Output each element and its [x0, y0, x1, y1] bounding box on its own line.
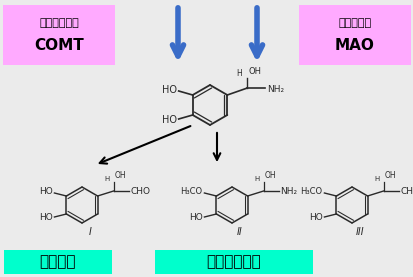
Text: I: I	[88, 227, 91, 237]
Text: H₃CO: H₃CO	[299, 188, 322, 196]
Text: HO: HO	[161, 115, 176, 125]
FancyBboxPatch shape	[3, 5, 115, 65]
Text: OH: OH	[384, 171, 395, 180]
Text: 醛化合物: 醛化合物	[40, 255, 76, 270]
Text: OH: OH	[248, 67, 261, 76]
Text: CHO: CHO	[400, 186, 413, 196]
Text: CHO: CHO	[130, 186, 150, 196]
Text: HO: HO	[161, 85, 176, 95]
FancyBboxPatch shape	[154, 250, 312, 274]
Text: H: H	[104, 176, 109, 182]
Text: NH₂: NH₂	[267, 84, 284, 94]
Text: H: H	[236, 69, 242, 78]
FancyBboxPatch shape	[4, 250, 112, 274]
Text: 单胺氧化酶: 单胺氧化酶	[337, 18, 370, 28]
Text: H₃CO: H₃CO	[180, 188, 202, 196]
Text: HO: HO	[188, 214, 202, 222]
Text: NH₂: NH₂	[280, 186, 297, 196]
Text: HO: HO	[38, 214, 52, 222]
Text: OH: OH	[114, 171, 126, 180]
Text: HO: HO	[308, 214, 322, 222]
Text: HO: HO	[38, 188, 52, 196]
Text: H: H	[373, 176, 378, 182]
Text: H: H	[253, 176, 259, 182]
Text: 甲氧基化合物: 甲氧基化合物	[206, 255, 261, 270]
Text: II: II	[237, 227, 242, 237]
FancyBboxPatch shape	[298, 5, 410, 65]
Text: MAO: MAO	[334, 37, 374, 53]
Text: III: III	[355, 227, 363, 237]
Text: COMT: COMT	[34, 37, 84, 53]
Text: 氧甲基转移酶: 氧甲基转移酶	[39, 18, 79, 28]
Text: OH: OH	[264, 171, 275, 180]
